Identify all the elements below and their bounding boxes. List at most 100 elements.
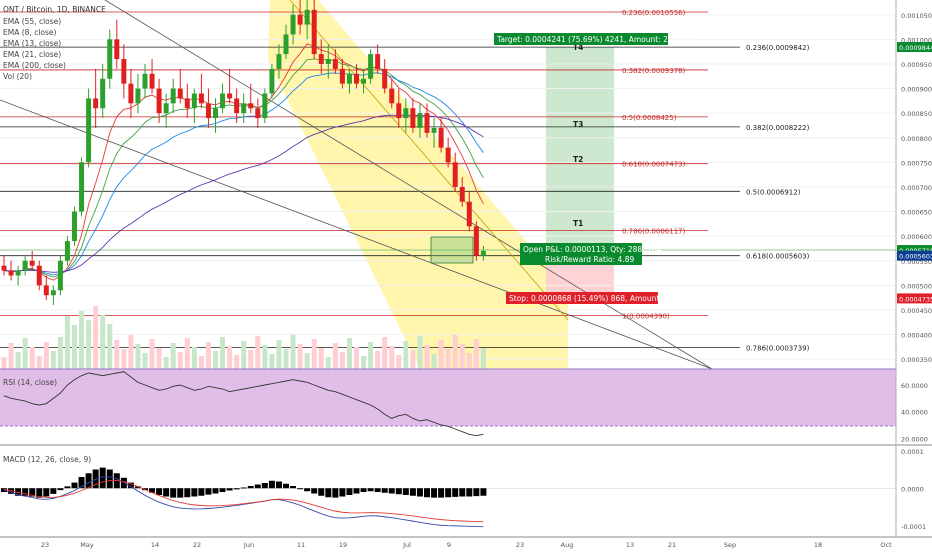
candle-body <box>368 54 374 79</box>
macd-hist-bar <box>424 488 430 498</box>
macd-hist-bar <box>290 486 297 489</box>
candle-body <box>445 147 451 163</box>
macd-hist-bar <box>438 488 445 498</box>
volume-bar <box>389 346 395 369</box>
candle-body <box>184 98 190 109</box>
legend-indicator-ema13: EMA (13, close) <box>3 39 61 48</box>
stop-label: Stop: 0.0000868 (15.49%) 868, Amount: 75… <box>509 294 679 303</box>
volume-bar <box>452 335 458 369</box>
candle-body <box>198 93 204 104</box>
volume-bar <box>248 350 254 369</box>
candle-body <box>8 270 14 276</box>
volume-bar <box>417 336 423 369</box>
volume-bar <box>213 351 218 369</box>
volume-bar <box>438 340 444 369</box>
volume-bar <box>241 341 247 369</box>
macd-hist-bar <box>29 488 36 497</box>
target-zone <box>546 47 614 251</box>
candle-body <box>332 59 338 69</box>
volume-bar <box>234 355 240 369</box>
volume-bar <box>142 353 148 369</box>
candle-body <box>1 265 7 271</box>
macd-hist-bar <box>283 483 289 489</box>
volume-bar <box>50 351 56 369</box>
candle-body <box>15 270 21 276</box>
candle-body <box>248 103 254 109</box>
macd-hist-bar <box>480 488 487 496</box>
macd-hist-bar <box>219 488 226 492</box>
candle-body <box>57 260 63 291</box>
macd-signal-line <box>3 480 484 523</box>
volume-bar <box>93 306 99 369</box>
price-tag-box <box>897 250 932 261</box>
time-tick-label: 19 <box>339 541 347 549</box>
volume-bar <box>473 339 479 369</box>
volume-bar <box>128 335 134 369</box>
price-tag-label: 0.0009844 <box>899 44 932 52</box>
volume-bar <box>318 348 324 369</box>
candle-body <box>43 285 49 296</box>
time-tick-label: 11 <box>297 541 305 549</box>
fib-red-label: 0.236(0.0010556) <box>622 9 686 17</box>
volume-bar <box>325 357 331 369</box>
candle-body <box>417 113 423 128</box>
stop-label-box[interactable] <box>506 292 658 304</box>
candle-body <box>22 260 28 271</box>
annotations-layer <box>430 236 474 264</box>
target-level-label: T3 <box>573 120 583 129</box>
volume-bar <box>220 337 226 369</box>
target-label: Target: 0.0004241 (75.69%) 4241, Amount:… <box>496 35 694 44</box>
legend-indicator-ema200: EMA (200, close) <box>3 61 66 70</box>
macd-hist-bar <box>57 488 64 491</box>
macd-hist-bar <box>43 488 50 497</box>
candle-body <box>255 108 261 119</box>
volume-bar <box>396 355 402 369</box>
risk-reward-label: Risk/Reward Ratio: 4.89 <box>545 255 634 264</box>
macd-hist-bar <box>409 488 416 496</box>
macd-hist-bar <box>431 488 438 498</box>
macd-hist-bar <box>353 488 360 494</box>
volume-bar <box>297 344 303 369</box>
candle-body <box>304 9 310 25</box>
volume-bar <box>346 338 352 369</box>
price-tag-box <box>897 245 932 256</box>
time-tick-label: 23 <box>41 541 49 549</box>
macd-hist-bar <box>198 488 205 496</box>
macd-hist-bar <box>71 482 78 489</box>
volume-bar <box>64 316 70 369</box>
volume-bar <box>191 347 197 369</box>
volume-bar <box>135 344 141 369</box>
macd-hist-bar <box>233 488 240 490</box>
macd-hist-bar <box>226 488 233 491</box>
volume-bar <box>311 339 317 369</box>
macd-hist-bar <box>318 488 325 496</box>
candle-body <box>354 73 359 84</box>
macd-hist-bar <box>36 488 43 498</box>
price-tag-box <box>897 293 932 304</box>
price-tag-label: 0.0005603 <box>899 253 932 261</box>
time-tick-label: 21 <box>668 541 676 549</box>
candle-body <box>382 68 388 89</box>
trendline-lower <box>0 99 713 370</box>
time-tick-label: May <box>80 541 94 549</box>
open-pl-box[interactable] <box>520 243 642 265</box>
target-label-box[interactable] <box>494 33 668 45</box>
macd-hist-bar <box>212 488 219 494</box>
time-tick-label: 14 <box>151 541 159 549</box>
candle-body <box>163 103 169 114</box>
volume-bar <box>361 356 367 369</box>
trendline-upper <box>104 0 713 370</box>
volume-bar <box>22 338 28 369</box>
price-tag-label: 0.0004735 <box>899 295 932 303</box>
fib-dark-label: 0.618(0.0005603) <box>746 253 810 261</box>
